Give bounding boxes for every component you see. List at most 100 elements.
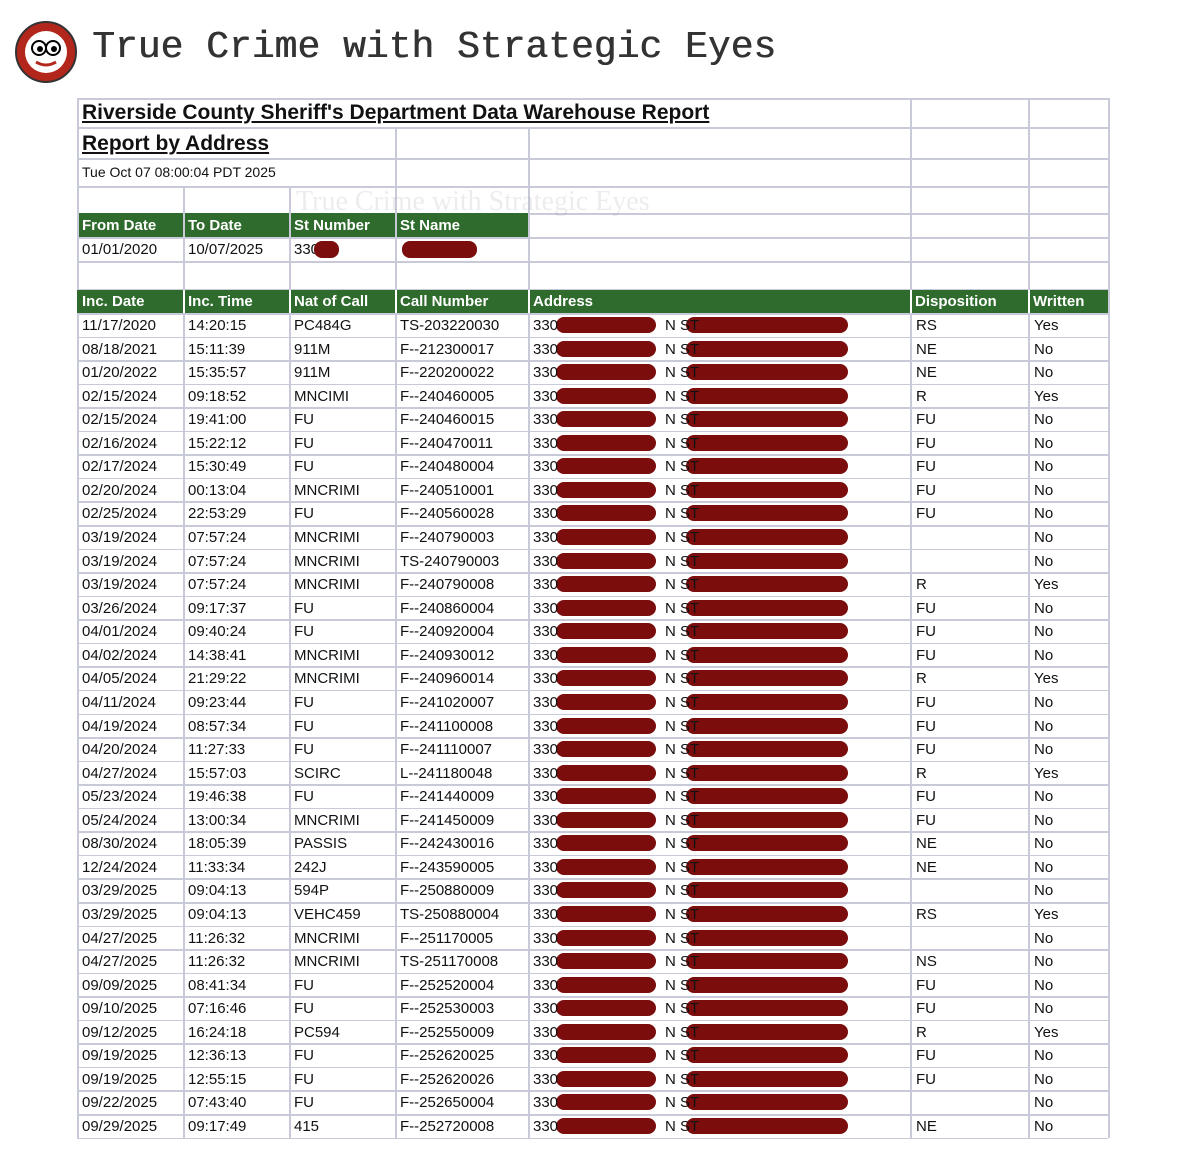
grid-line: [77, 237, 79, 261]
grid-line: [395, 1114, 397, 1138]
cell-text: 02/16/2024: [82, 434, 158, 452]
grid-line: [910, 595, 912, 620]
redaction: [556, 906, 656, 922]
cell-text: 09:04:13: [188, 882, 247, 900]
grid-line: [289, 525, 291, 549]
cell-text: 09/09/2025: [82, 976, 158, 994]
grid-line: [1108, 595, 1110, 620]
column-header: Disposition: [915, 293, 997, 310]
cell-text: F--241110007: [400, 741, 493, 759]
grid-line: [289, 501, 291, 526]
cell-text: 09:23:44: [188, 693, 247, 711]
grid-line: [1028, 454, 1030, 478]
cell-text: 02/17/2024: [82, 458, 158, 476]
cell-text: 330: [533, 788, 559, 806]
grid-line: [77, 642, 79, 667]
grid-line: [910, 902, 912, 926]
cell-text: 21:29:22: [188, 670, 247, 688]
cell-text: N ST: [665, 599, 700, 617]
cell-text: F--251170005: [400, 929, 494, 947]
cell-text: No: [1034, 1000, 1054, 1018]
cell-text: No: [1034, 1118, 1054, 1136]
grid-line: [77, 158, 79, 186]
grid-line: [395, 737, 397, 761]
grid-line: [528, 360, 530, 384]
grid-line: [183, 477, 185, 502]
grid-line: [395, 595, 397, 620]
column-header: Address: [533, 293, 594, 310]
redaction: [402, 241, 477, 258]
filter-value: 10/07/2025: [188, 241, 264, 258]
redaction: [556, 576, 656, 593]
cell-text: N ST: [665, 387, 700, 405]
grid-line: [395, 454, 397, 478]
cell-text: 08:41:34: [188, 976, 247, 994]
cell-text: No: [1034, 953, 1054, 971]
grid-line: [77, 902, 79, 926]
cell-text: FU: [294, 458, 314, 476]
redaction: [556, 599, 656, 616]
grid-line: [1028, 1114, 1030, 1138]
cell-text: N ST: [665, 576, 700, 594]
redaction: [686, 623, 848, 640]
grid-line: [395, 831, 397, 855]
grid-line: [289, 383, 291, 408]
cell-text: MNCRIMI: [294, 529, 360, 547]
redaction: [556, 317, 656, 333]
grid-line: [1028, 548, 1030, 573]
grid-line: [910, 1090, 912, 1115]
cell-text: No: [1034, 693, 1054, 711]
grid-line: [1108, 1066, 1110, 1091]
grid-line: [77, 1019, 79, 1044]
report-subtitle: Report by Address: [82, 132, 270, 155]
column-header: Call Number: [400, 293, 489, 310]
grid-line: [77, 383, 79, 408]
cell-text: FU: [294, 623, 314, 641]
cell-text: 330: [533, 552, 559, 570]
cell-text: N ST: [665, 1094, 700, 1112]
grid-line: [77, 261, 79, 289]
grid-line: [1028, 313, 1030, 337]
cell-text: 242J: [294, 858, 327, 876]
cell-text: PC594: [294, 1023, 340, 1041]
cell-text: L--241180048: [400, 764, 493, 782]
grid-line: [910, 831, 912, 855]
cell-text: F--220200022: [400, 364, 495, 382]
redaction: [556, 505, 656, 522]
grid-line: [183, 261, 185, 289]
cell-text: N ST: [665, 717, 700, 735]
redaction: [556, 693, 656, 710]
grid-line: [77, 595, 79, 620]
column-header: Written: [1033, 293, 1085, 310]
grid-line: [289, 548, 291, 573]
cell-text: VEHC459: [294, 906, 361, 923]
grid-line: [183, 619, 185, 643]
grid-line: [77, 127, 1108, 129]
redaction: [686, 599, 848, 616]
redaction: [556, 552, 656, 569]
grid-line: [77, 902, 1108, 904]
redaction: [556, 976, 656, 993]
grid-line: [183, 925, 185, 950]
grid-line: [395, 360, 397, 384]
grid-line: [77, 713, 79, 738]
cell-text: N ST: [665, 552, 700, 570]
cell-text: R: [916, 764, 927, 782]
cell-text: F--240920004: [400, 623, 495, 641]
redaction: [556, 623, 656, 640]
grid-line: [183, 407, 185, 431]
cell-text: N ST: [665, 882, 700, 900]
redaction: [686, 717, 848, 734]
cell-text: FU: [916, 623, 936, 641]
grid-line: [183, 902, 185, 926]
grid-line: [183, 454, 185, 478]
grid-line: [77, 454, 1108, 456]
grid-line: [183, 525, 185, 549]
grid-line: [183, 1066, 185, 1091]
cell-text: 04/20/2024: [82, 741, 158, 759]
cell-text: MNCRIMI: [294, 670, 360, 688]
grid-line: [77, 1114, 79, 1138]
cell-text: F--241020007: [400, 693, 495, 711]
cell-text: FU: [916, 599, 936, 617]
redaction: [686, 906, 848, 922]
